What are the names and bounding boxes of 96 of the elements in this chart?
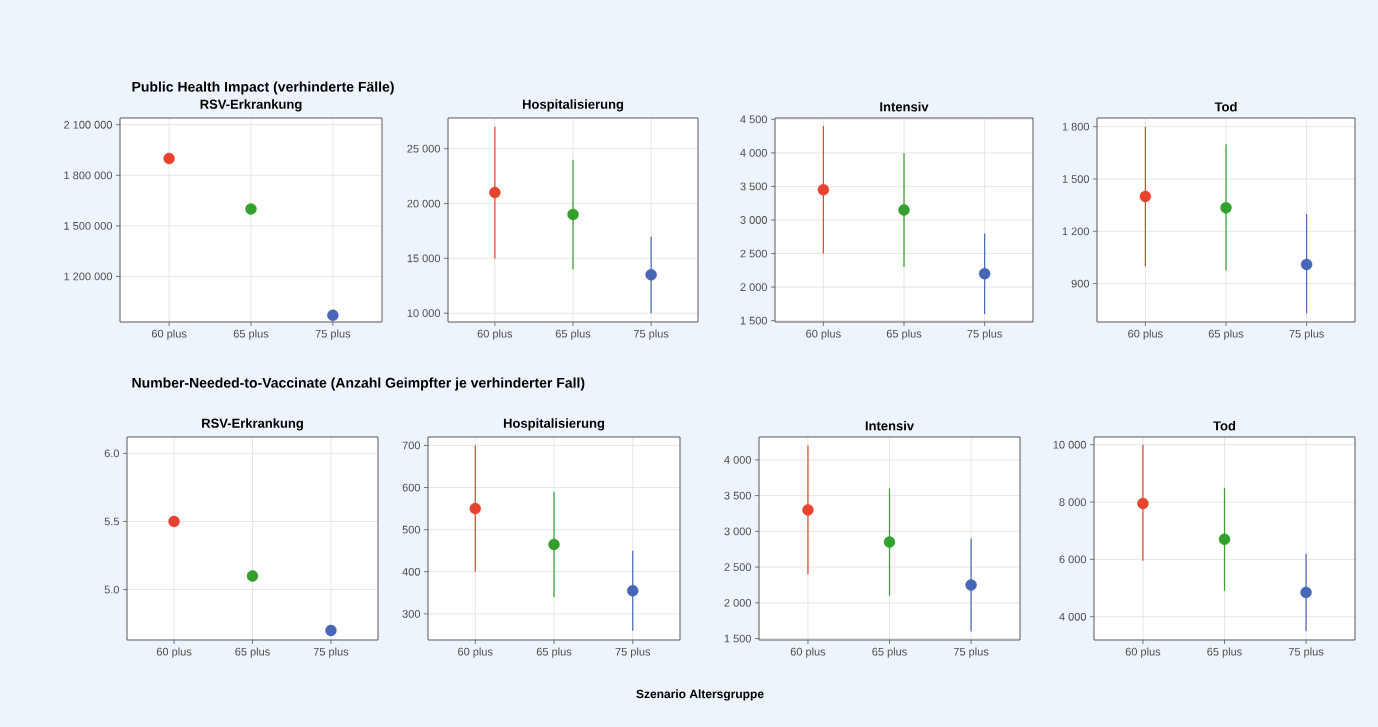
- x-tick-label: 60 plus: [151, 329, 187, 340]
- y-tick-label: 1 500: [724, 634, 752, 643]
- y-tick-label: 4 000: [740, 149, 768, 157]
- point: [627, 585, 639, 597]
- x-tick-label: 65 plus: [1207, 647, 1242, 658]
- y-tick-label: 1 500 000: [64, 222, 113, 230]
- point: [817, 184, 830, 196]
- y-tick-label: 2 500: [740, 249, 768, 258]
- y-tick-label: 2 000: [724, 598, 752, 607]
- point: [1137, 497, 1149, 510]
- chart-title: Hospitalisierung: [522, 99, 624, 112]
- point: [245, 203, 257, 215]
- y-tick-label: 5.5: [104, 517, 120, 526]
- y-tick-label: 500: [402, 525, 421, 534]
- point: [469, 502, 481, 515]
- chart-title: RSV-Erkrankung: [200, 99, 302, 112]
- y-tick-label: 1 500: [1062, 175, 1090, 183]
- point: [1218, 533, 1231, 546]
- y-tick-label: 20 000: [407, 199, 441, 208]
- x-tick-label: 60 plus: [806, 329, 841, 340]
- x-tick-label: 75 plus: [313, 647, 349, 658]
- y-tick-label: 900: [1071, 279, 1090, 288]
- x-tick-label: 60 plus: [477, 329, 513, 340]
- y-tick-label: 2 000: [740, 283, 768, 291]
- y-tick-label: 8 000: [1059, 498, 1087, 506]
- point: [246, 570, 259, 582]
- x-tick-label: 65 plus: [555, 329, 591, 340]
- y-tick-label: 1 500: [740, 316, 768, 325]
- x-tick-label: 65 plus: [536, 647, 572, 658]
- x-tick-label: 60 plus: [1125, 647, 1161, 658]
- y-tick-label: 1 200 000: [64, 272, 113, 281]
- x-tick-label: 75 plus: [633, 329, 669, 340]
- x-tick-label: 60 plus: [1128, 329, 1163, 340]
- chart-title: Hospitalisierung: [503, 418, 605, 431]
- chart-title: Intensiv: [865, 420, 915, 431]
- y-tick-label: 4 000: [724, 455, 752, 464]
- y-tick-label: 5.0: [104, 585, 120, 594]
- x-tick-label: 75 plus: [1289, 329, 1324, 340]
- x-tick-label: 75 plus: [967, 329, 1002, 340]
- point: [645, 269, 657, 281]
- x-tick-label: 60 plus: [156, 647, 192, 658]
- y-tick-label: 2 500: [724, 563, 752, 571]
- point: [1300, 258, 1313, 271]
- point: [325, 624, 337, 637]
- y-tick-label: 10 000: [1053, 440, 1087, 449]
- point: [168, 515, 180, 528]
- point: [883, 536, 896, 548]
- y-tick-label: 6.0: [104, 449, 120, 458]
- y-tick-label: 1 800: [1062, 122, 1090, 131]
- y-tick-label: 2 100 000: [64, 120, 113, 129]
- x-tick-label: 60 plus: [458, 647, 493, 658]
- y-tick-label: 25 000: [407, 144, 441, 153]
- point: [567, 208, 579, 221]
- x-axis-title: Szenario Altersgruppe: [636, 689, 764, 701]
- x-tick-label: 75 plus: [315, 329, 351, 340]
- y-tick-label: 600: [402, 483, 421, 492]
- y-tick-label: 4 500: [740, 115, 768, 124]
- y-tick-label: 15 000: [407, 254, 441, 263]
- x-tick-label: 65 plus: [886, 329, 922, 340]
- x-tick-label: 65 plus: [233, 329, 269, 340]
- y-tick-label: 6 000: [1059, 555, 1087, 564]
- y-tick-label: 300: [402, 609, 421, 618]
- point: [802, 504, 814, 516]
- y-tick-label: 1 800 000: [64, 171, 113, 180]
- point: [965, 579, 977, 591]
- y-tick-label: 3 000: [740, 216, 768, 224]
- x-tick-label: 75 plus: [615, 647, 651, 658]
- text: Public Health Impact (verhinderte Fälle): [132, 81, 394, 95]
- point: [1220, 202, 1232, 214]
- y-tick-label: 3 000: [724, 527, 752, 536]
- x-tick-label: 60 plus: [790, 647, 826, 658]
- y-tick-label: 400: [402, 567, 421, 576]
- point: [327, 309, 339, 321]
- point: [978, 267, 991, 280]
- x-tick-label: 65 plus: [872, 647, 907, 658]
- y-tick-label: 3 500: [724, 491, 752, 500]
- x-tick-label: 65 plus: [1208, 329, 1244, 340]
- chart-title: Intensiv: [880, 101, 929, 112]
- y-tick-label: 3 500: [740, 182, 768, 191]
- chart-title: RSV-Erkrankung: [202, 418, 303, 431]
- text: Number-Needed-to-Vaccinate (Anzahl Geimpfter je verhinderter Fall): [132, 377, 585, 391]
- x-tick-label: 65 plus: [235, 647, 270, 658]
- chart-title: Tod: [1213, 420, 1236, 431]
- x-tick-label: 75 plus: [1288, 647, 1324, 658]
- y-tick-label: 10 000: [407, 309, 441, 318]
- point: [1300, 586, 1312, 599]
- y-tick-label: 1 200: [1062, 227, 1090, 236]
- point: [898, 204, 910, 216]
- point: [1139, 190, 1152, 203]
- point: [163, 152, 175, 165]
- point: [489, 186, 501, 199]
- point: [548, 538, 560, 551]
- x-tick-label: 75 plus: [953, 647, 989, 658]
- y-tick-label: 700: [402, 441, 421, 450]
- y-tick-label: 4 000: [1059, 612, 1087, 621]
- chart-title: Tod: [1214, 101, 1237, 112]
